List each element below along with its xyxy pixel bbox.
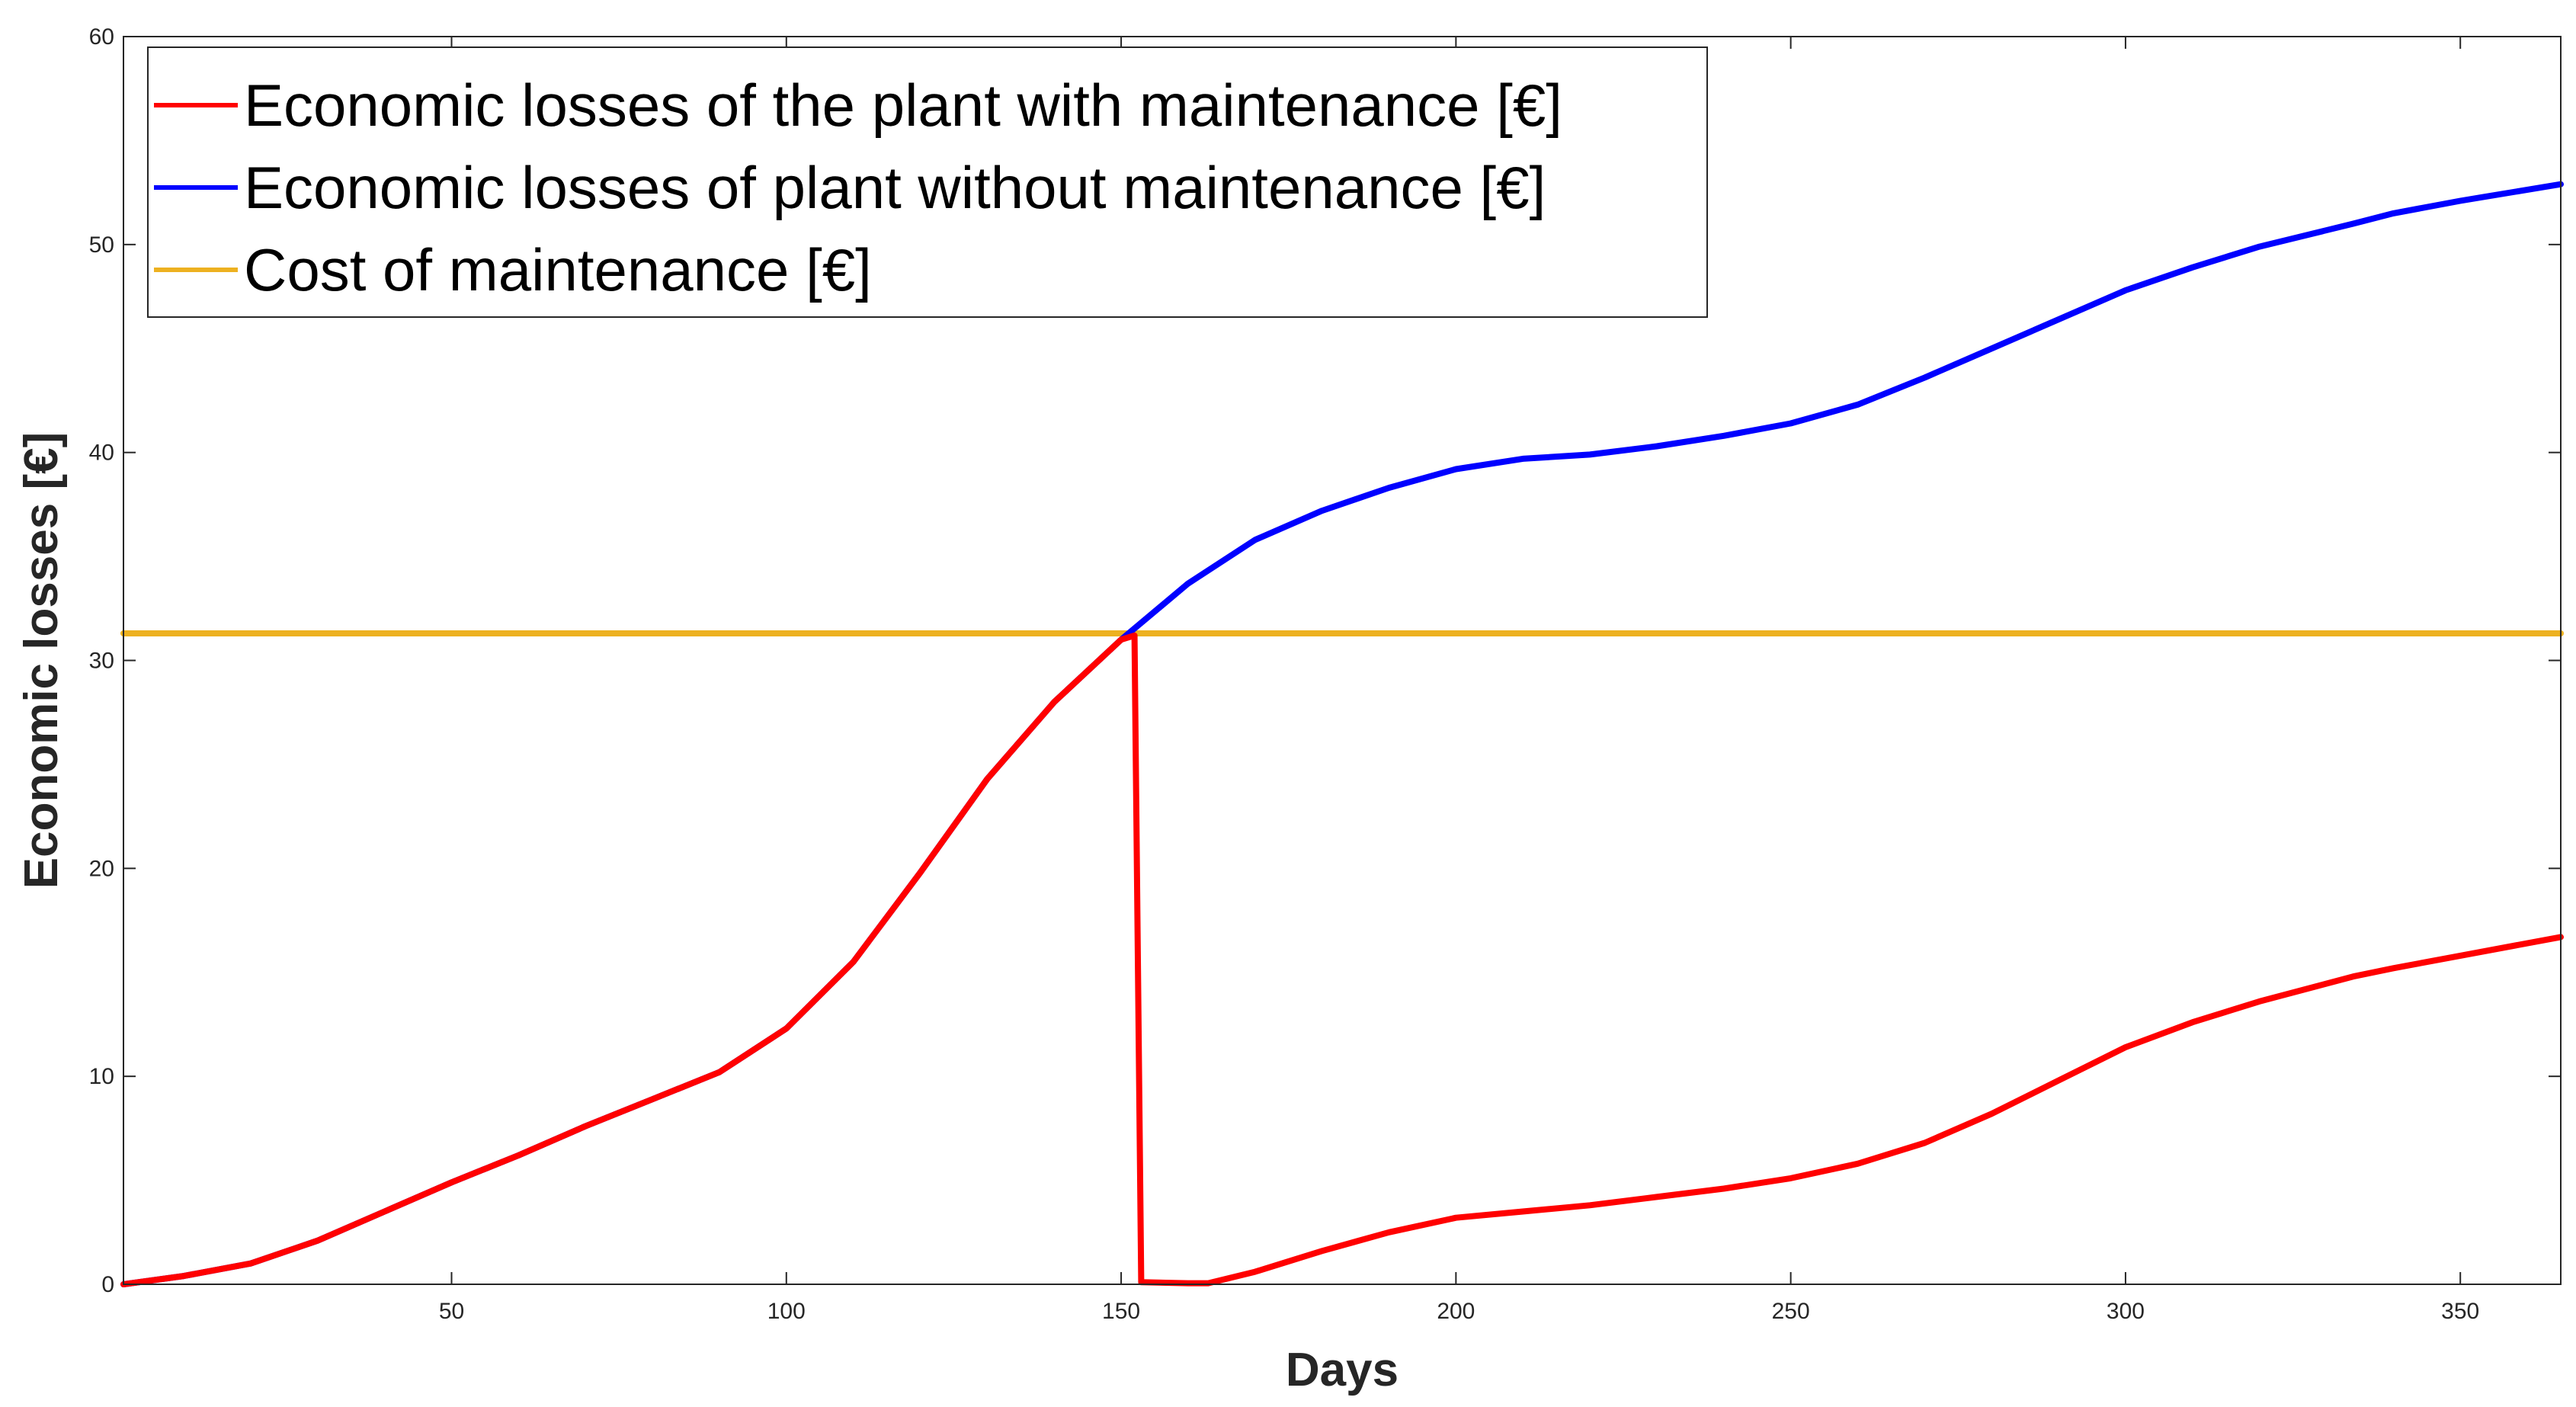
legend-label-without-maintenance: Economic losses of plant without mainten… bbox=[244, 154, 1546, 221]
y-tick-label: 30 bbox=[89, 649, 114, 674]
y-tick-label: 50 bbox=[89, 232, 114, 258]
x-tick-label: 150 bbox=[1102, 1299, 1140, 1324]
legend-label-maintenance-cost: Cost of maintenance [€] bbox=[244, 236, 872, 303]
y-tick-label: 0 bbox=[101, 1272, 114, 1297]
y-tick-label: 10 bbox=[89, 1064, 114, 1089]
legend-box bbox=[147, 46, 1708, 318]
legend-label-with-maintenance: Economic losses of the plant with mainte… bbox=[244, 72, 1562, 139]
x-tick-label: 200 bbox=[1437, 1299, 1475, 1324]
x-tick-label: 350 bbox=[2441, 1299, 2479, 1324]
x-tick-label: 50 bbox=[439, 1299, 464, 1324]
legend: Economic losses of the plant with mainte… bbox=[147, 46, 1708, 318]
y-axis-label: Economic losses [€] bbox=[15, 432, 68, 889]
y-tick-label: 20 bbox=[89, 856, 114, 881]
y-tick-label: 40 bbox=[89, 441, 114, 466]
series-layer bbox=[120, 181, 2564, 1287]
y-tick-label: 60 bbox=[89, 24, 114, 50]
series-line-with-maintenance bbox=[120, 632, 2564, 1287]
x-tick-label: 300 bbox=[2107, 1299, 2145, 1324]
axis-ticks: 50 100 150 200 250 300 350 0 10 20 30 40 50 60 bbox=[89, 24, 2561, 1324]
x-tick-label: 250 bbox=[1772, 1299, 1810, 1324]
x-tick-label: 100 bbox=[767, 1299, 806, 1324]
x-axis-label: Days bbox=[1286, 1344, 1399, 1396]
